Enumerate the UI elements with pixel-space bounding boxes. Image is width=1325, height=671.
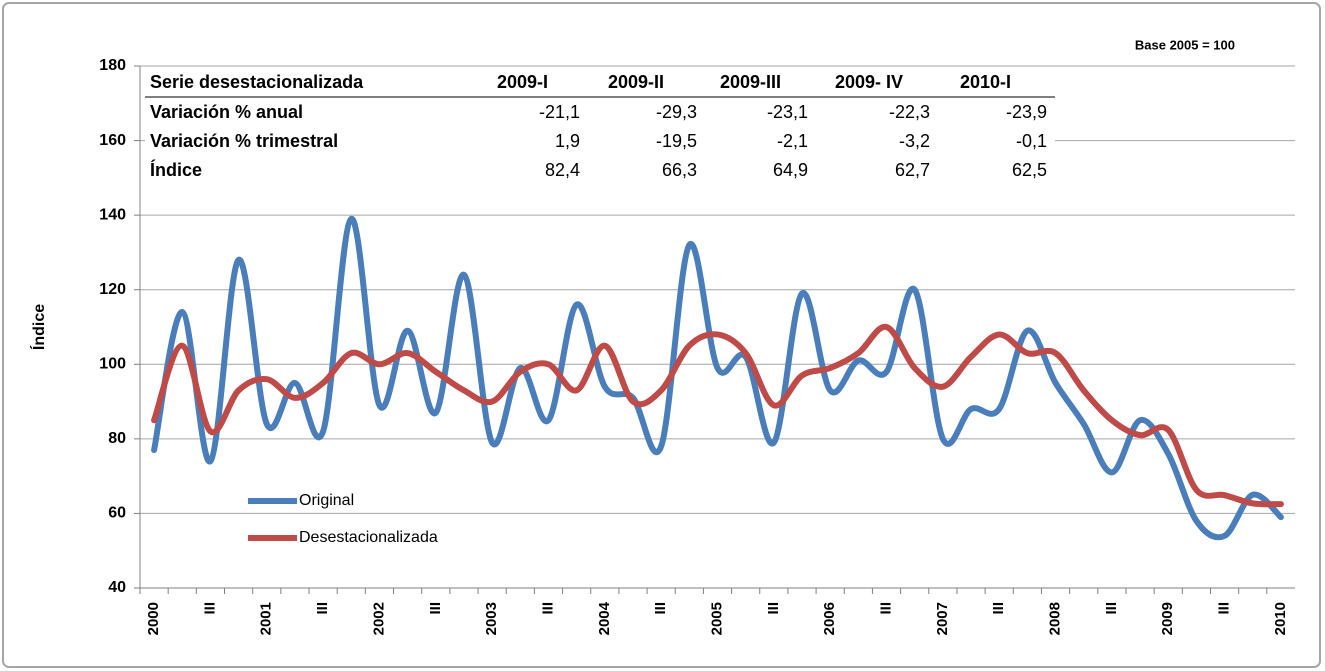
x-tick-label: 2009	[1159, 602, 1176, 635]
y-axis-label: Índice	[29, 304, 48, 350]
y-tick-label: 40	[108, 579, 126, 596]
series-line	[151, 323, 1284, 508]
table-header: 2009-II	[608, 72, 664, 92]
table-header: 2010-I	[960, 72, 1011, 92]
x-tick-label: 2005	[708, 602, 725, 635]
table-cell: 82,4	[545, 160, 580, 180]
table-cell: 66,3	[662, 160, 697, 180]
table-cell: 1,9	[555, 131, 580, 151]
x-tick-label: III	[652, 602, 669, 615]
table-cell: 62,7	[895, 160, 930, 180]
legend-label: Original	[299, 492, 354, 509]
x-tick-label: 2007	[934, 602, 951, 635]
legend-label: Desestacionalizada	[299, 529, 438, 546]
x-tick-label: 2010	[1272, 602, 1289, 635]
y-tick-label: 180	[99, 57, 126, 74]
table-background	[145, 68, 1055, 186]
table-cell: 64,9	[773, 160, 808, 180]
table-cell: -0,1	[1016, 131, 1047, 151]
y-tick-label: 100	[99, 356, 126, 373]
y-tick-label: 60	[108, 505, 126, 522]
y-tick-label: 160	[99, 132, 126, 149]
x-tick-label: 2002	[370, 602, 387, 635]
table-header: 2009-III	[720, 72, 781, 92]
table-cell: -23,9	[1006, 102, 1047, 122]
x-tick-label: III	[765, 602, 782, 615]
x-tick-label: III	[1103, 602, 1120, 615]
table-cell: -2,1	[777, 131, 808, 151]
x-tick-label: 2006	[821, 602, 838, 635]
x-tick-label: 2003	[483, 602, 500, 635]
table-header: 2009- IV	[835, 72, 903, 92]
x-tick-label: III	[427, 602, 444, 615]
x-tick-label: III	[314, 602, 331, 615]
y-tick-label: 140	[99, 206, 126, 223]
table-cell: -19,5	[656, 131, 697, 151]
x-tick-label: III	[1216, 602, 1233, 615]
x-tick-label: 2008	[1047, 602, 1064, 635]
x-tick-label: III	[539, 602, 556, 615]
annotation: Base 2005 = 100	[1135, 37, 1235, 52]
x-tick-label: 2000	[145, 602, 162, 635]
y-tick-label: 120	[99, 281, 126, 298]
table-cell: -23,1	[767, 102, 808, 122]
table-cell: -21,1	[539, 102, 580, 122]
x-tick-label: III	[877, 602, 894, 615]
x-tick-label: 2004	[596, 601, 613, 635]
table-header: 2009-I	[497, 72, 548, 92]
table-cell: -3,2	[899, 131, 930, 151]
table-cell: 62,5	[1012, 160, 1047, 180]
x-tick-label: III	[990, 602, 1007, 615]
table-cell: -29,3	[656, 102, 697, 122]
x-tick-label: III	[201, 602, 218, 615]
table-cell: -22,3	[889, 102, 930, 122]
table-row-label: Variación % anual	[150, 102, 303, 122]
table-row-label: Índice	[150, 159, 202, 180]
y-tick-label: 80	[108, 430, 126, 447]
table-row-label: Variación % trimestral	[150, 131, 338, 151]
x-tick-label: 2001	[258, 602, 275, 635]
table-header: Serie desestacionalizada	[150, 72, 364, 92]
series-line	[151, 215, 1284, 541]
